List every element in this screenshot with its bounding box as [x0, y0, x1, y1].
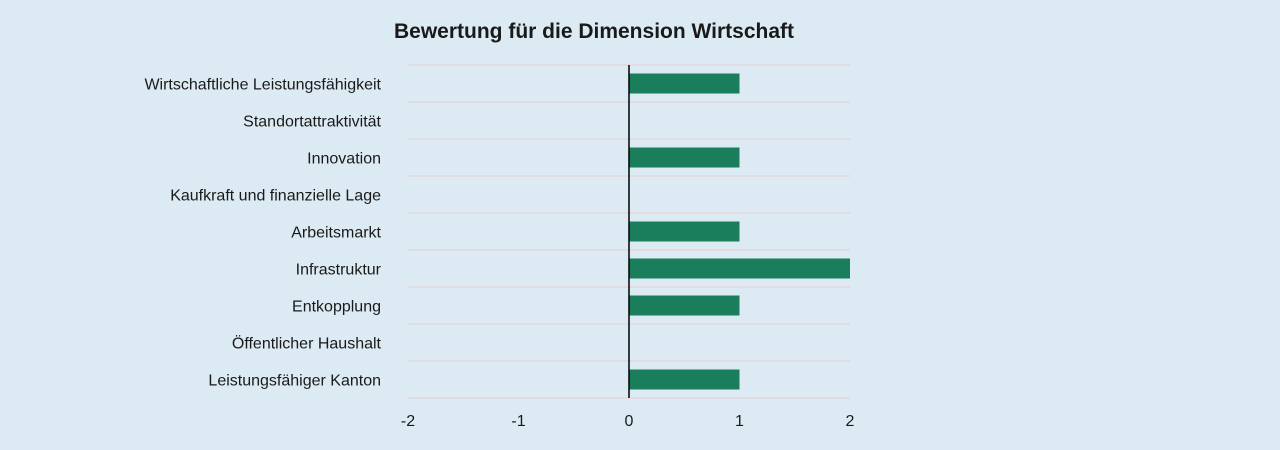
category-label: Kaufkraft und finanzielle Lage: [170, 188, 381, 205]
chart-title: Bewertung für die Dimension Wirtschaft: [394, 20, 794, 43]
x-tick-label: 1: [735, 413, 744, 430]
category-label: Infrastruktur: [296, 262, 382, 279]
bar: [629, 147, 740, 168]
category-label: Innovation: [307, 151, 381, 168]
x-tick-labels: -2 -1 0 1 2: [401, 413, 855, 430]
x-tick-label: -2: [401, 413, 415, 430]
category-label: Standortattraktivität: [243, 114, 381, 131]
category-label: Öffentlicher Haushalt: [232, 335, 382, 353]
x-tick-label: 0: [625, 413, 634, 430]
bar: [629, 295, 740, 316]
x-tick-label: -1: [511, 413, 525, 430]
category-label: Wirtschaftliche Leistungsfähigkeit: [144, 77, 381, 94]
category-labels: Wirtschaftliche Leistungsfähigkeit Stando…: [144, 77, 381, 390]
category-label: Leistungsfähiger Kanton: [208, 373, 381, 390]
x-tick-label: 2: [846, 413, 855, 430]
bar: [629, 221, 740, 242]
category-label: Entkopplung: [292, 299, 381, 316]
bar: [629, 369, 740, 390]
bars: [629, 73, 850, 390]
bar: [629, 73, 740, 94]
category-label: Arbeitsmarkt: [291, 225, 381, 242]
bar: [629, 258, 850, 279]
